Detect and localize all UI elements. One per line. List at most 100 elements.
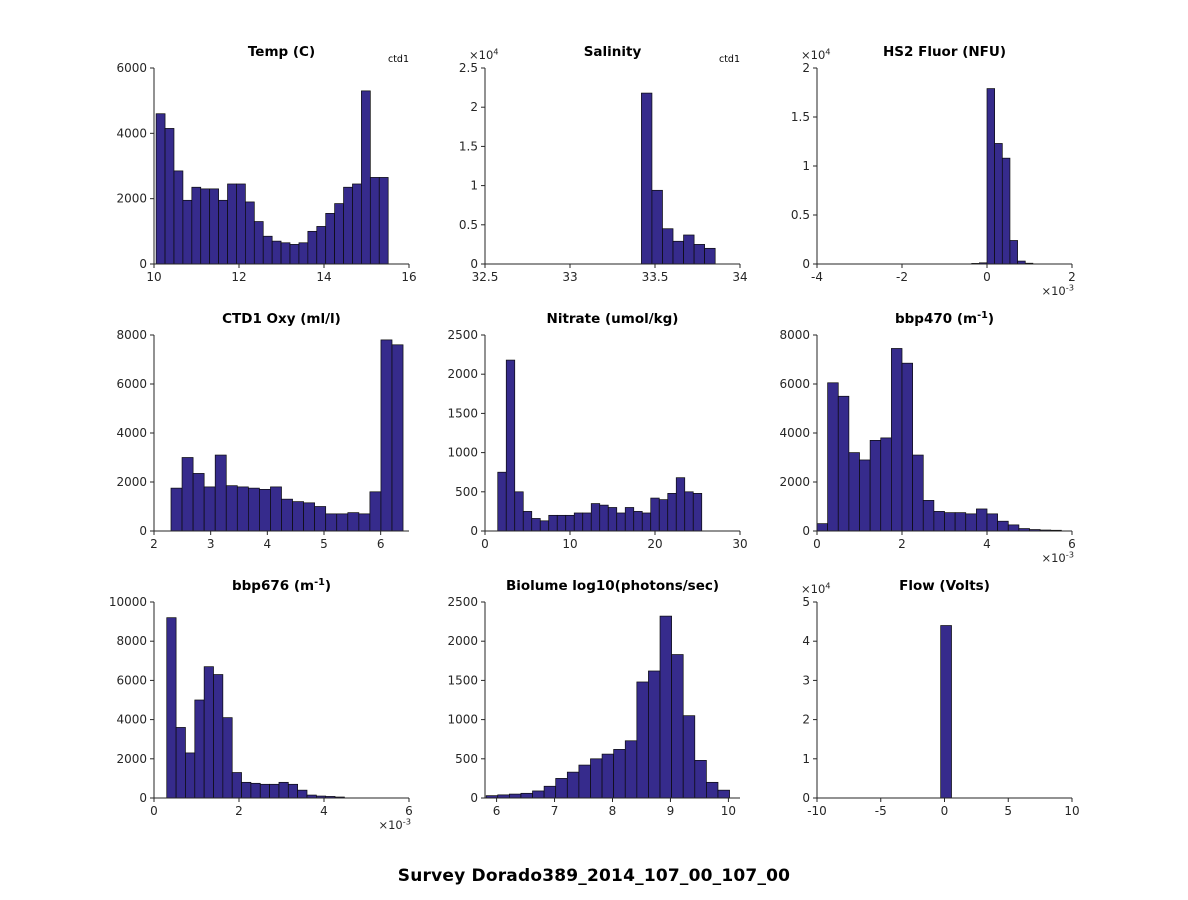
- y-tick-label: 1000: [447, 713, 478, 727]
- panel-bbp470: 0 2 4 6 0 2000 4000 6000 8000 bbp470 (m-1) ×10-3: [742, 303, 1087, 581]
- histogram-bar: [636, 681, 649, 799]
- y-tick-label: 6000: [116, 61, 147, 75]
- x-tick-label: 3: [207, 537, 215, 551]
- histogram-bar: [848, 452, 860, 532]
- y-tick-label: 6000: [116, 673, 147, 687]
- histogram-bar: [944, 512, 956, 532]
- histogram-bar: [531, 518, 541, 532]
- x-tick-label: 10: [721, 804, 736, 818]
- histogram-bar: [1007, 524, 1020, 532]
- y-tick-label: 0: [802, 257, 810, 271]
- histogram-bar: [976, 508, 988, 532]
- histogram-bar: [369, 491, 382, 532]
- histogram-bar: [514, 491, 524, 532]
- histogram-bar: [155, 113, 166, 265]
- y-tick-label: 4000: [779, 426, 810, 440]
- y-tick-label: 2500: [447, 328, 478, 342]
- subplot-title: CTD1 Oxy (ml/l): [222, 311, 341, 327]
- y-axis-ticks: 0 2000 4000 6000: [116, 61, 154, 271]
- histogram-bar: [369, 177, 380, 265]
- histogram-bar: [566, 771, 580, 799]
- y-tick-label: 0: [139, 524, 147, 538]
- histogram-bar: [891, 348, 903, 532]
- panel-temp: 10 12 14 16 0 2000 4000 6000 Temp (C) ctd1: [79, 36, 424, 314]
- panel-salinity: 32.5 33 33.5 34 0 0.5 1 1.5 2 2.5 Salinity ctd1 ×104: [410, 36, 755, 314]
- x-tick-label: 2: [235, 804, 243, 818]
- histogram-bar: [269, 783, 280, 799]
- histogram-bar: [259, 489, 271, 532]
- histogram-bar: [173, 170, 184, 265]
- y-tick-label: 0: [470, 524, 478, 538]
- y-tick-label: 2: [802, 61, 810, 75]
- subplot-salinity: 32.5 33 33.5 34 0 0.5 1 1.5 2 2.5 Salinity ctd1 ×104: [459, 44, 748, 284]
- y-tick-label: 1500: [447, 673, 478, 687]
- histogram-bars: [155, 90, 389, 265]
- y-tick-label: 8000: [116, 328, 147, 342]
- histogram-bar: [358, 513, 371, 532]
- y-tick-label: 1.5: [459, 139, 478, 153]
- histogram-bar: [662, 228, 674, 265]
- histogram-bar: [650, 497, 660, 532]
- y-tick-label: 0.5: [791, 208, 810, 222]
- x-axis-ticks: 32.5 33 33.5 34: [472, 264, 748, 284]
- histogram-bar: [658, 499, 669, 532]
- x-tick-label: -10: [807, 804, 827, 818]
- y-axis-exponent: ×104: [801, 581, 831, 596]
- y-tick-label: 0: [470, 791, 478, 805]
- y-tick-label: 5: [802, 595, 810, 609]
- y-tick-label: 1500: [447, 406, 478, 420]
- y-tick-label: 6000: [779, 377, 810, 391]
- histogram-bar: [182, 199, 193, 265]
- y-tick-label: 3: [802, 673, 810, 687]
- histogram-bar: [292, 501, 304, 532]
- x-tick-label: 10: [562, 537, 577, 551]
- histogram-bar: [704, 247, 716, 265]
- histogram-bar: [289, 244, 300, 265]
- histogram-bar: [250, 782, 261, 799]
- histogram-bar: [693, 244, 705, 265]
- histogram-bar: [912, 454, 924, 532]
- histogram-bar: [548, 514, 558, 532]
- histogram-bar: [181, 457, 194, 532]
- x-tick-label: 0: [150, 804, 158, 818]
- histogram-bar: [278, 781, 289, 799]
- histogram-bar: [166, 617, 177, 799]
- x-axis-ticks: 0 10 20 30: [481, 531, 748, 551]
- y-tick-label: 0: [802, 524, 810, 538]
- histogram-bars: [971, 88, 1034, 265]
- histogram-bar: [633, 511, 643, 532]
- histogram-bar: [837, 395, 850, 532]
- histogram-bar: [241, 781, 252, 799]
- x-tick-label: 8: [609, 804, 617, 818]
- y-axis-ticks: 0 0.5 1 1.5 2: [791, 61, 817, 271]
- y-axis-exponent: ×104: [801, 47, 831, 62]
- histogram-bar: [965, 513, 977, 532]
- histogram-bar: [347, 512, 360, 532]
- y-tick-label: 2000: [447, 634, 478, 648]
- subplot-title: Biolume log10(photons/sec): [506, 578, 719, 594]
- histogram-bar: [624, 740, 638, 799]
- histogram-bar: [236, 486, 249, 532]
- subplot-title: Salinity: [584, 44, 642, 60]
- subplot-annotation: ctd1: [719, 54, 740, 65]
- histogram-bar: [259, 783, 270, 799]
- histogram-bar: [922, 500, 935, 532]
- y-tick-label: 2: [470, 100, 478, 114]
- y-tick-label: 500: [455, 485, 478, 499]
- x-tick-label: 2: [898, 537, 906, 551]
- x-tick-label: -2: [896, 270, 908, 284]
- histogram-bar: [651, 189, 663, 265]
- x-tick-label: 0: [983, 270, 991, 284]
- x-tick-label: 6: [377, 537, 385, 551]
- histogram-bar: [191, 186, 202, 265]
- histogram-bar: [954, 512, 967, 532]
- histogram-bar: [613, 749, 626, 799]
- y-axis-ticks: 0 1 2 3 4 5: [802, 595, 817, 805]
- x-tick-label: 16: [401, 270, 416, 284]
- x-tick-label: -4: [811, 270, 823, 284]
- histogram-bar: [1009, 240, 1018, 265]
- histogram-bars: [940, 625, 952, 799]
- histogram-bar: [601, 753, 615, 799]
- histogram-bar: [933, 511, 945, 532]
- histogram-bar: [682, 715, 696, 799]
